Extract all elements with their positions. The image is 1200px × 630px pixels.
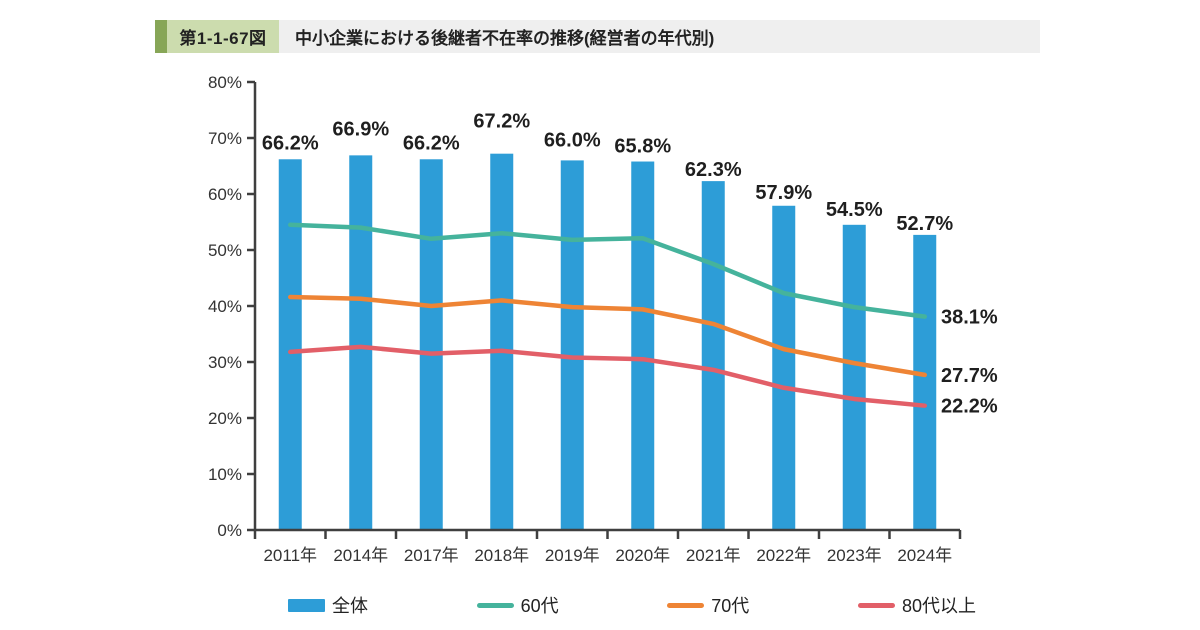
- bar-value-label: 66.2%: [262, 132, 319, 154]
- y-tick-label: 10%: [208, 465, 242, 484]
- x-tick-label: 2023年: [827, 546, 882, 565]
- x-tick-label: 2018年: [474, 546, 529, 565]
- x-tick-label: 2014年: [333, 546, 388, 565]
- line-80代以上: [288, 344, 927, 408]
- bar-2014年: [349, 155, 373, 531]
- chart-legend: 全体 60代 70代 80代以上: [288, 592, 976, 618]
- line-end-label: 38.1%: [941, 307, 998, 329]
- legend-item-80s: 80代以上: [857, 592, 976, 618]
- figure-number-badge: 第1-1-67図: [167, 20, 279, 53]
- bar-2018年: [490, 153, 514, 530]
- legend-label: 70代: [711, 596, 750, 616]
- x-tick-label: 2020年: [615, 546, 670, 565]
- x-tick-label: 2024年: [897, 546, 952, 565]
- y-tick-label: 20%: [208, 409, 242, 428]
- line-end-label: 27.7%: [941, 365, 998, 387]
- chart-svg: 66.2% 66.9% 66.2% 67.2% 66.0% 65.8% 62.3% 57.9%…: [208, 73, 998, 565]
- y-tick-label: 0%: [217, 521, 242, 540]
- legend-label: 全体: [332, 596, 368, 616]
- bar-value-label: 65.8%: [614, 136, 671, 158]
- bar-value-label: 54.5%: [826, 199, 883, 221]
- x-tick-label: 2021年: [686, 546, 741, 565]
- bar-2019年: [560, 160, 584, 530]
- bar-swatch-icon: [288, 598, 325, 612]
- figure-title: 中小企業における後継者不在率の推移(経営者の年代別): [279, 20, 1040, 53]
- legend-label: 60代: [520, 596, 559, 616]
- y-tick-label: 30%: [208, 353, 242, 372]
- bar-2024年: [913, 234, 937, 530]
- y-tick-label: 60%: [208, 185, 242, 204]
- bar-value-label: 52.7%: [896, 213, 953, 235]
- x-tick-label: 2022年: [756, 546, 811, 565]
- y-tick-label: 80%: [208, 73, 242, 92]
- legend-item-70s: 70代: [667, 592, 749, 618]
- bar-value-label: 66.0%: [544, 129, 601, 151]
- bar-2020年: [631, 161, 655, 530]
- bar-value-label: 66.9%: [332, 118, 389, 140]
- legend-item-zentai: 全体: [288, 592, 368, 618]
- bar-2023年: [842, 224, 866, 531]
- bar-2022年: [772, 205, 796, 530]
- bar-2017年: [419, 159, 443, 530]
- y-tick-label: 70%: [208, 129, 242, 148]
- bar-value-label: 62.3%: [685, 159, 742, 181]
- line-end-label: 22.2%: [941, 396, 998, 418]
- line-swatch-icon: [667, 602, 705, 608]
- bar-2021年: [701, 181, 725, 530]
- x-tick-label: 2017年: [404, 546, 459, 565]
- line-60代: [288, 222, 927, 319]
- bar-2011年: [278, 159, 302, 530]
- line-70代: [288, 294, 927, 378]
- bar-value-label: 57.9%: [755, 182, 812, 204]
- legend-item-60s: 60代: [476, 592, 559, 618]
- legend-label: 80代以上: [901, 596, 976, 616]
- bar-value-label: 67.2%: [473, 111, 530, 133]
- figure-header: 第1-1-67図 中小企業における後継者不在率の推移(経営者の年代別): [155, 20, 1040, 53]
- x-tick-label: 2011年: [263, 546, 317, 565]
- line-swatch-icon: [476, 602, 514, 608]
- bar-value-label: 66.2%: [403, 132, 460, 154]
- x-tick-label: 2019年: [545, 546, 600, 565]
- y-tick-label: 40%: [208, 297, 242, 316]
- line-swatch-icon: [857, 602, 895, 608]
- y-tick-label: 50%: [208, 241, 242, 260]
- figure-accent-bar: [155, 20, 167, 53]
